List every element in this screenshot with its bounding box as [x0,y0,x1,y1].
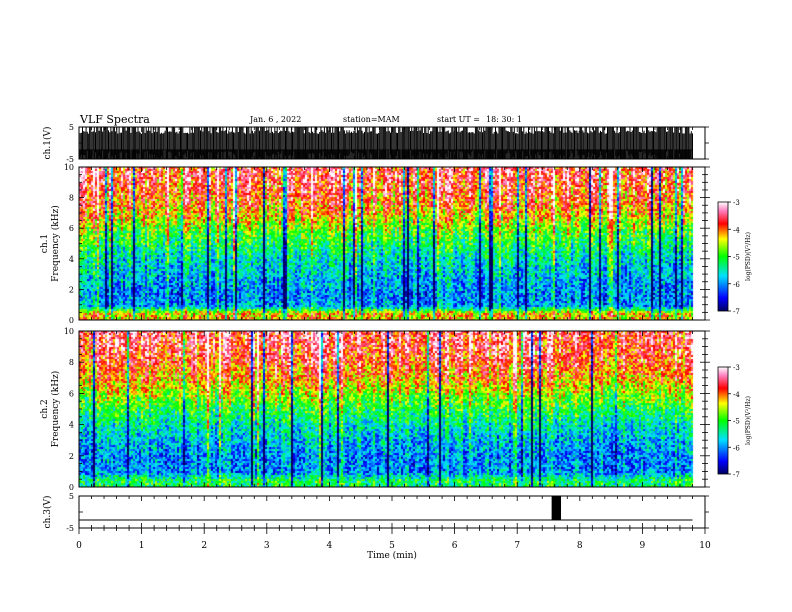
ch1-ytick-label: 5 [69,123,74,132]
ch2-colorbar-label: log(PSD)(V²/Hz) [745,396,752,445]
ch1-ytick-label: 6 [69,224,74,233]
ch2-frequency-ylabel: Frequency (kHz) [50,371,61,448]
ch2-colorbar-tick-label: -6 [733,444,740,452]
ch1-ytick-label: -5 [66,155,74,164]
ch2-colorbar-tick-label: -7 [733,471,740,479]
ch1-spectrogram-image [79,167,705,320]
ch1-colorbar-tick-label: -4 [733,226,740,234]
x-tick-label: 8 [577,541,583,551]
ch1-frequency-ylabel: Frequency (kHz) [50,205,61,282]
ch2-colorbar-tick-label: -5 [733,418,740,426]
ch1-ytick-label: 0 [69,316,74,325]
ch2-colorbar-tick-label: -4 [733,391,740,399]
ch1-waveform-ylabel: ch.1(V) [42,127,53,160]
ch1-colorbar-tick-label: -3 [733,199,740,207]
ch1-ytick-label: 2 [69,285,74,294]
ch2-ytick-label: 2 [69,452,74,461]
ch1-colorbar-tick-label: -7 [733,308,740,316]
x-tick-label: 6 [452,541,458,551]
ch1-colorbar-label: log(PSD)(V²/Hz) [745,232,752,281]
x-tick-label: 2 [201,541,207,551]
ch2-ytick-label: 8 [69,358,74,367]
ch2-ytick-label: 6 [69,389,74,398]
ch1-ytick-label: 8 [69,194,74,203]
x-tick-label: 0 [76,541,82,551]
ch1-waveform-band [79,149,692,159]
ch3-waveform-ylabel: ch.3(V) [42,496,53,529]
ch2-ytick-label: 10 [64,327,74,336]
x-tick-label: 9 [640,541,646,551]
ch3-ytick-label: -5 [66,524,74,533]
x-tick-label: 7 [514,541,520,551]
ch2-colorbar [718,367,728,474]
x-axis-label: Time (min) [367,550,417,561]
ch3-pulse [552,496,561,520]
x-tick-label: 1 [139,541,145,551]
x-tick-label: 10 [699,541,711,551]
ch1-colorbar [718,202,728,311]
ch2-ytick-label: 4 [69,421,74,430]
x-tick-label: 4 [327,541,333,551]
ch1-colorbar-tick-label: -6 [733,281,740,289]
ch1-ytick-label: 4 [69,255,74,264]
ch1-ytick-label: 10 [64,163,74,172]
x-tick-label: 3 [264,541,270,551]
ch2-colorbar-tick-label: -3 [733,364,740,372]
ch3-ytick-label: 5 [69,492,74,501]
ch2-spectrogram-image [79,331,705,487]
ch2-spectrogram-ylabel: ch.2 [40,399,50,418]
x-tick-label: 5 [389,541,395,551]
ch1-colorbar-tick-label: -5 [733,254,740,262]
ch1-spectrogram-ylabel: ch.1 [40,234,50,253]
ch2-ytick-label: 0 [69,483,74,492]
